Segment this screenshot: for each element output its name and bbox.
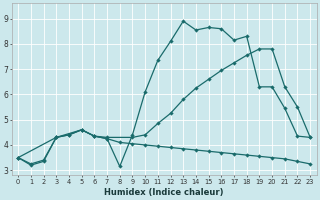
X-axis label: Humidex (Indice chaleur): Humidex (Indice chaleur) [104, 188, 224, 197]
